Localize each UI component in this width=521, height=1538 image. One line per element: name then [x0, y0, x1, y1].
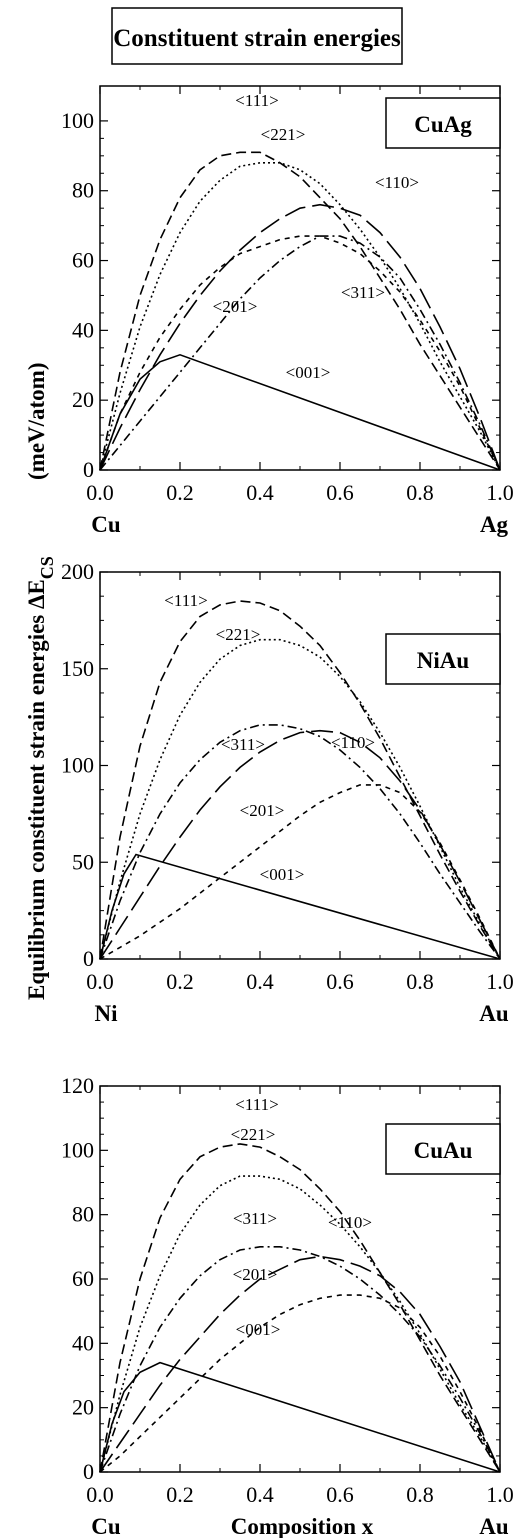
- series-line-001: [99, 353, 501, 471]
- curve-label-001: <001>: [286, 363, 331, 382]
- curve-label-221: <221>: [231, 1125, 276, 1144]
- curve-label-221: <221>: [216, 625, 261, 644]
- series-line-110: [99, 203, 501, 471]
- x-tick-label: 0.2: [166, 480, 194, 505]
- series-line-221: [99, 162, 501, 471]
- series-line-311: [99, 235, 501, 471]
- x-axis-label: Composition x: [231, 1514, 374, 1538]
- x-tick-label: 0.8: [406, 480, 434, 505]
- series-line-221: [99, 1175, 501, 1473]
- y-tick-label: 60: [72, 1266, 94, 1291]
- system-label-box: [385, 97, 501, 149]
- right-element-label: Ag: [480, 512, 509, 537]
- x-tick-label: 0.2: [166, 1482, 194, 1507]
- y-tick-label: 100: [61, 108, 94, 133]
- curve-label-201: <201>: [213, 297, 258, 316]
- curve-label-311: <311>: [233, 1209, 277, 1228]
- x-tick-label: 0.8: [406, 969, 434, 994]
- x-tick-label: 0.4: [246, 969, 274, 994]
- y-tick-label: 20: [72, 1395, 94, 1420]
- y-tick-label: 100: [61, 753, 94, 778]
- y-tick-label: 150: [61, 656, 94, 681]
- title-box: [111, 7, 403, 65]
- x-tick-label: 0.8: [406, 1482, 434, 1507]
- y-tick-label: 100: [61, 1137, 94, 1162]
- y-axis-unit: (meV/atom): [24, 362, 49, 480]
- y-tick-label: 80: [72, 1202, 94, 1227]
- curve-label-201: <201>: [233, 1265, 278, 1284]
- series-line-201: [99, 1294, 501, 1473]
- x-tick-label: 0.6: [326, 969, 354, 994]
- left-element-label: Ni: [95, 1001, 119, 1026]
- series-line-110: [99, 1255, 501, 1473]
- curve-label-110: <110>: [328, 1213, 372, 1232]
- y-tick-label: 0: [83, 457, 94, 482]
- series-line-001: [99, 853, 501, 960]
- curve-label-111: <111>: [164, 591, 207, 610]
- curve-label-110: <110>: [331, 733, 375, 752]
- x-tick-label: 1.0: [486, 480, 514, 505]
- system-label-box: [385, 633, 501, 685]
- x-tick-label: 0.6: [326, 1482, 354, 1507]
- y-tick-label: 200: [61, 559, 94, 584]
- curve-label-110: <110>: [375, 173, 419, 192]
- y-tick-label: 50: [72, 849, 94, 874]
- curve-label-001: <001>: [260, 865, 305, 884]
- system-label-box: [385, 1123, 501, 1175]
- curve-label-111: <111>: [235, 91, 278, 110]
- series-line-311: [99, 1246, 501, 1473]
- curve-label-311: <311>: [341, 283, 385, 302]
- curve-label-221: <221>: [261, 125, 306, 144]
- y-tick-label: 0: [83, 946, 94, 971]
- y-tick-label: 0: [83, 1459, 94, 1484]
- x-tick-label: 0.4: [246, 1482, 274, 1507]
- left-element-label: Cu: [91, 1514, 121, 1538]
- curve-label-001: <001>: [236, 1320, 281, 1339]
- series-line-111: [99, 151, 501, 471]
- x-tick-label: 1.0: [486, 1482, 514, 1507]
- x-tick-label: 0.4: [246, 480, 274, 505]
- y-tick-label: 120: [61, 1073, 94, 1098]
- x-tick-label: 0.0: [86, 480, 114, 505]
- system-label: CuAg: [414, 112, 472, 137]
- right-element-label: Au: [479, 1001, 509, 1026]
- series-line-221: [99, 638, 501, 960]
- y-tick-label: 40: [72, 1330, 94, 1355]
- curve-label-201: <201>: [240, 801, 285, 820]
- x-tick-label: 0.0: [86, 1482, 114, 1507]
- y-axis-label-subscript: CS: [37, 556, 57, 579]
- system-label: CuAu: [414, 1138, 473, 1163]
- x-tick-label: 0.0: [86, 969, 114, 994]
- series-line-111: [99, 1143, 501, 1473]
- right-element-label: Au: [479, 1514, 509, 1538]
- left-element-label: Cu: [91, 512, 121, 537]
- curve-label-311: <311>: [221, 735, 265, 754]
- series-line-201: [99, 235, 501, 471]
- series-line-111: [99, 600, 501, 960]
- series-line-311: [99, 724, 501, 960]
- y-tick-label: 40: [72, 317, 94, 342]
- y-tick-label: 60: [72, 248, 94, 273]
- y-tick-label: 20: [72, 387, 94, 412]
- series-line-110: [99, 729, 501, 960]
- y-axis-label-main: Equilibrium constituent strain energies …: [24, 579, 49, 1000]
- x-tick-label: 1.0: [486, 969, 514, 994]
- curve-label-111: <111>: [235, 1095, 278, 1114]
- system-label: NiAu: [417, 648, 470, 673]
- y-axis-label: Equilibrium constituent strain energies …: [24, 556, 57, 1000]
- x-tick-label: 0.2: [166, 969, 194, 994]
- x-tick-label: 0.6: [326, 480, 354, 505]
- y-tick-label: 80: [72, 178, 94, 203]
- figure-title: Constituent strain energies: [113, 25, 401, 52]
